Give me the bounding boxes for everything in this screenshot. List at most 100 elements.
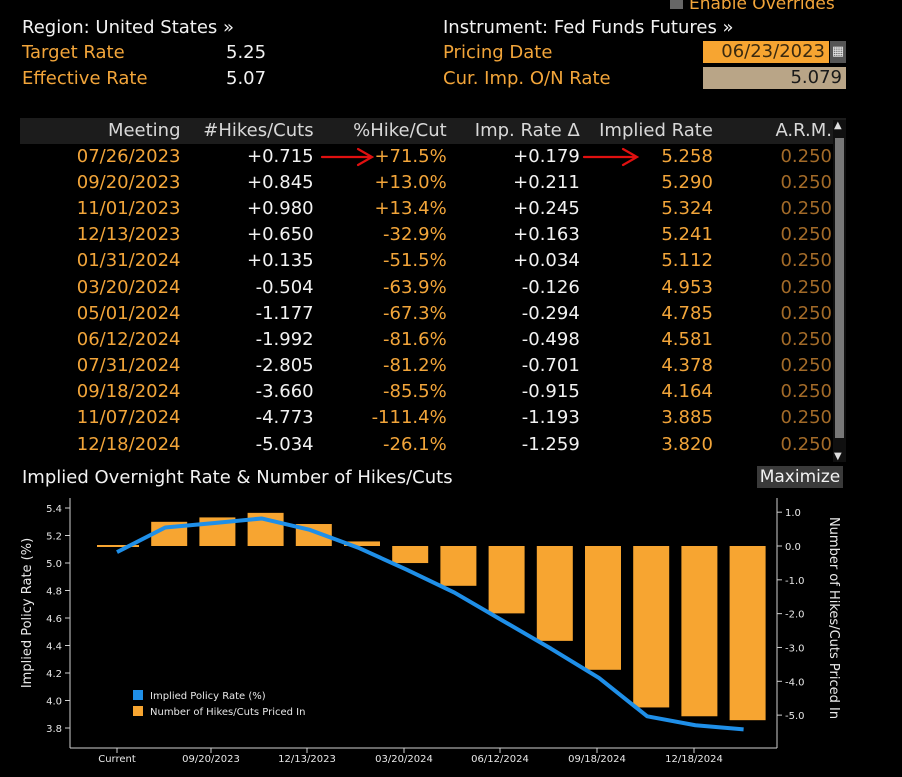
meeting-cell: 09/18/2024 xyxy=(76,381,181,403)
imp-rate-delta-cell: -0.915 xyxy=(521,381,580,403)
implied-rate-cell: 5.258 xyxy=(661,145,713,167)
region-selector[interactable]: Region: United States » xyxy=(22,17,235,38)
hikes-cuts-cell: -0.504 xyxy=(255,276,314,298)
table-row[interactable]: 01/31/2024 +0.135 -51.5% +0.034 5.112 0.250 xyxy=(20,248,846,274)
hikes-bar xyxy=(681,546,718,717)
hikes-cuts-cell: +0.135 xyxy=(246,250,314,272)
pct-hike-cut-cell: -81.6% xyxy=(383,328,447,350)
table-row[interactable]: 12/18/2024 -5.034 -26.1% -1.259 3.820 0.250 xyxy=(20,431,846,457)
left-tick-label: 4.8 xyxy=(46,587,62,598)
scroll-down-icon[interactable]: ▼ xyxy=(834,451,842,462)
table-scrollbar[interactable]: ▲ ▼ xyxy=(833,120,846,462)
meeting-cell: 05/01/2024 xyxy=(76,302,181,324)
table-row[interactable]: 07/31/2024 -2.805 -81.2% -0.701 4.378 0.250 xyxy=(20,353,846,379)
instrument-selector[interactable]: Instrument: Fed Funds Futures » xyxy=(443,17,734,38)
left-tick-label: 4.0 xyxy=(46,697,62,708)
checkbox-icon[interactable] xyxy=(670,0,683,9)
left-tick-label: 4.6 xyxy=(46,614,62,625)
right-axis-label: Number of Hikes/Cuts Priced In xyxy=(826,517,841,719)
table-header-row: Meeting #Hikes/Cuts %Hike/Cut Imp. Rate … xyxy=(20,118,846,143)
arm-cell: 0.250 xyxy=(780,355,832,377)
implied-rate-cell: 4.785 xyxy=(661,302,713,324)
right-tick-label: 0.0 xyxy=(785,542,801,553)
annotation-arrows xyxy=(320,147,640,167)
pct-hike-cut-cell: +71.5% xyxy=(374,145,447,167)
enable-overrides-label: Enable Overrides xyxy=(689,0,835,14)
hikes-cuts-cell: -5.034 xyxy=(255,433,314,455)
meeting-table: Meeting #Hikes/Cuts %Hike/Cut Imp. Rate … xyxy=(20,118,846,457)
hikes-cuts-cell: -3.660 xyxy=(255,381,314,403)
cur-imp-rate-label: Cur. Imp. O/N Rate xyxy=(443,68,611,89)
table-row[interactable]: 11/07/2024 -4.773 -111.4% -1.193 3.885 0.250 xyxy=(20,405,846,431)
arm-cell: 0.250 xyxy=(780,224,832,246)
table-row[interactable]: 03/20/2024 -0.504 -63.9% -0.126 4.953 0.250 xyxy=(20,274,846,300)
pricing-date-input[interactable]: 06/23/2023 xyxy=(703,41,829,63)
col-arm[interactable]: A.R.M. xyxy=(713,118,846,143)
effective-rate-value: 5.07 xyxy=(226,68,267,89)
scroll-up-icon[interactable]: ▲ xyxy=(834,120,842,131)
implied-rate-cell: 5.241 xyxy=(661,224,713,246)
meeting-cell: 03/20/2024 xyxy=(76,276,181,298)
enable-overrides-toggle[interactable]: Enable Overrides xyxy=(670,0,835,14)
col-meeting[interactable]: Meeting xyxy=(107,120,181,141)
imp-rate-delta-cell: +0.163 xyxy=(513,224,580,246)
meeting-cell: 06/12/2024 xyxy=(76,328,181,350)
implied-rate-cell: 4.581 xyxy=(661,328,713,350)
calendar-icon[interactable]: ▦ xyxy=(830,41,846,63)
imp-rate-delta-cell: -1.259 xyxy=(521,433,580,455)
right-tick-label: -4.0 xyxy=(785,677,805,688)
col-pct-hike-cut[interactable]: %Hike/Cut xyxy=(353,120,447,141)
right-tick-label: -5.0 xyxy=(785,711,805,722)
left-tick-label: 5.2 xyxy=(46,532,62,543)
table-row[interactable]: 12/13/2023 +0.650 -32.9% +0.163 5.241 0.250 xyxy=(20,222,846,248)
col-implied-rate[interactable]: Implied Rate xyxy=(599,120,713,141)
imp-rate-delta-cell: -0.126 xyxy=(521,276,580,298)
arm-cell: 0.250 xyxy=(780,145,832,167)
implied-rate-cell: 4.953 xyxy=(661,276,713,298)
meeting-cell: 07/31/2024 xyxy=(76,355,181,377)
table-header-bar xyxy=(20,118,846,144)
hikes-cuts-cell: +0.650 xyxy=(246,224,314,246)
implied-rate-cell: 5.112 xyxy=(661,250,713,272)
imp-rate-delta-cell: -0.701 xyxy=(521,355,580,377)
meeting-cell: 11/01/2023 xyxy=(76,197,181,219)
imp-rate-delta-cell: +0.245 xyxy=(513,197,580,219)
table-row[interactable]: 11/01/2023 +0.980 +13.4% +0.245 5.324 0.250 xyxy=(20,195,846,221)
col-imp-rate-delta[interactable]: Imp. Rate Δ xyxy=(474,120,580,141)
col-hikes-cuts[interactable]: #Hikes/Cuts xyxy=(203,120,314,141)
table-row[interactable]: 09/18/2024 -3.660 -85.5% -0.915 4.164 0.250 xyxy=(20,379,846,405)
left-tick-label: 3.8 xyxy=(46,724,62,735)
table-row[interactable]: 07/26/2023 +0.715 +71.5% +0.179 5.258 0.250 xyxy=(20,143,846,169)
maximize-button[interactable]: Maximize xyxy=(757,466,843,488)
arm-cell: 0.250 xyxy=(780,302,832,324)
hikes-cuts-cell: +0.845 xyxy=(246,171,314,193)
pct-hike-cut-cell: -51.5% xyxy=(383,250,447,272)
table-row[interactable]: 09/20/2023 +0.845 +13.0% +0.211 5.290 0.250 xyxy=(20,169,846,195)
implied-rate-cell: 5.290 xyxy=(661,171,713,193)
table-row[interactable]: 05/01/2024 -1.177 -67.3% -0.294 4.785 0.250 xyxy=(20,300,846,326)
scroll-thumb[interactable] xyxy=(835,138,844,438)
arm-cell: 0.250 xyxy=(780,276,832,298)
hikes-bar xyxy=(729,546,766,721)
arm-cell: 0.250 xyxy=(780,328,832,350)
implied-rate-cell: 3.885 xyxy=(661,407,713,429)
x-tick-label: 06/12/2024 xyxy=(471,754,529,765)
hikes-bar xyxy=(344,541,380,546)
arm-cell: 0.250 xyxy=(780,171,832,193)
x-tick-label: 12/18/2024 xyxy=(665,754,723,765)
hikes-cuts-cell: -4.773 xyxy=(255,407,314,429)
imp-rate-delta-cell: -1.193 xyxy=(521,407,580,429)
col-arm-label: A.R.M. xyxy=(775,120,832,141)
pct-hike-cut-cell: +13.4% xyxy=(374,197,447,219)
annotation-arrow-2 xyxy=(582,147,640,167)
table-row[interactable]: 06/12/2024 -1.992 -81.6% -0.498 4.581 0.250 xyxy=(20,326,846,352)
hikes-cuts-cell: -1.992 xyxy=(255,328,314,350)
pct-hike-cut-cell: -67.3% xyxy=(383,302,447,324)
right-tick-label: -1.0 xyxy=(785,576,805,587)
chart-title: Implied Overnight Rate & Number of Hikes… xyxy=(22,467,453,488)
left-tick-label: 5.0 xyxy=(46,559,62,570)
hikes-bar xyxy=(488,546,525,614)
meeting-cell: 09/20/2023 xyxy=(76,171,181,193)
right-tick-label: -3.0 xyxy=(785,643,805,654)
arm-cell: 0.250 xyxy=(780,197,832,219)
